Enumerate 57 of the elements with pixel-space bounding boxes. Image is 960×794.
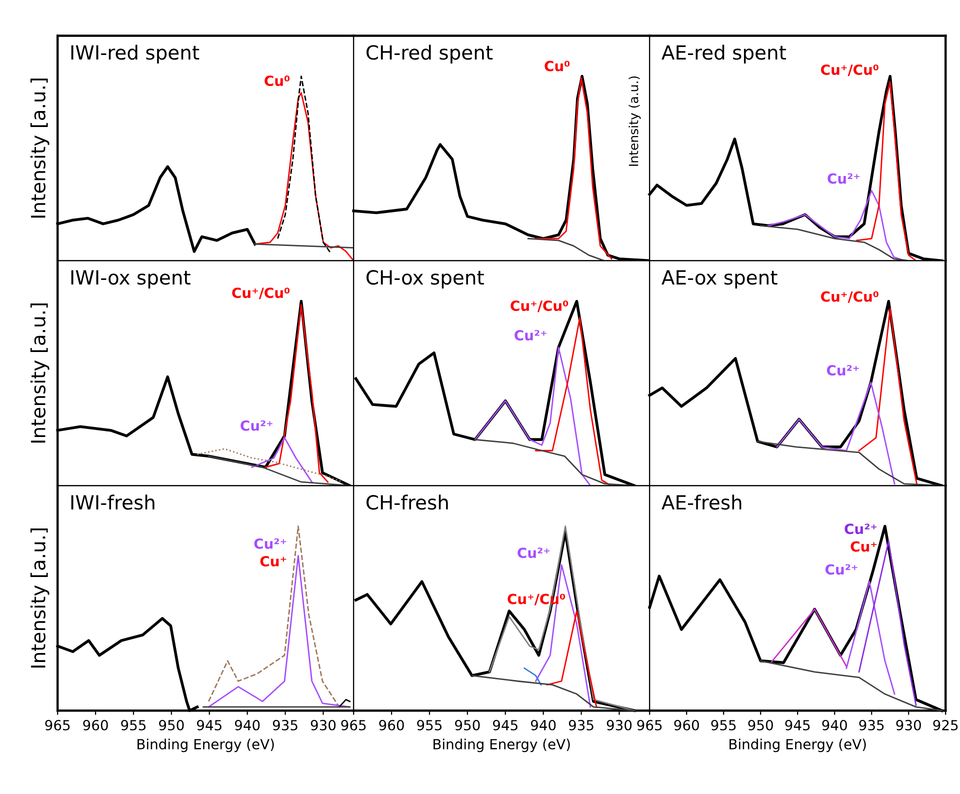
x-tick-label: 945 xyxy=(197,720,222,730)
annotation: Cu⁺ xyxy=(850,541,877,552)
y-axis-title: Intensity [a.u.] xyxy=(30,78,50,218)
series-label: Cu²⁺ xyxy=(254,538,286,549)
series-label: Cu²⁺ xyxy=(844,524,877,534)
series-label: Cu⁺/Cu⁰ xyxy=(232,288,290,300)
annotation: Cu⁺ xyxy=(260,556,286,566)
series-label: Cu²⁺ xyxy=(826,365,859,376)
chart-title: AE-red spent xyxy=(662,44,786,64)
chart-title: CH-fresh xyxy=(366,494,448,510)
x-tick-label: 935 xyxy=(568,720,594,730)
x-tick-label: 955 xyxy=(121,720,146,730)
series-label: Cu⁺/Cu⁰ xyxy=(510,300,568,312)
x-tick-label: 950 xyxy=(748,720,773,730)
x-tick-label: 945 xyxy=(493,720,518,730)
chart-title: IWI-red spent xyxy=(71,44,200,64)
x-axis-title: Binding Energy (eV) xyxy=(730,738,866,752)
series-label: Cu⁺/Cu⁰ xyxy=(821,291,878,303)
x-tick-label: 965 xyxy=(45,720,70,730)
x-tick-label: 960 xyxy=(83,720,108,730)
x-tick-label: 955 xyxy=(711,720,736,730)
x-tick-label: 950 xyxy=(159,720,184,730)
x-tick-label: 930 xyxy=(896,720,921,730)
chart-title: CH-ox spent xyxy=(366,270,484,289)
x-tick-label: 940 xyxy=(530,720,556,730)
x-tick-label: 950 xyxy=(455,720,480,730)
x-tick-label: 965 xyxy=(637,720,662,730)
chart-title: IWI-fresh xyxy=(71,494,154,510)
x-tick-label: 935 xyxy=(859,720,884,730)
y-axis-title: Intensity [a.u.] xyxy=(30,304,50,443)
x-tick-label: 965 xyxy=(341,720,366,730)
x-tick-label: 960 xyxy=(379,720,404,730)
chart-title: CH-red spent xyxy=(366,44,493,64)
series-label: Cu²⁺ xyxy=(518,548,550,558)
x-tick-label: 925 xyxy=(933,720,958,730)
chart-title: AE-fresh xyxy=(662,494,742,510)
series-label: Cu²⁺ xyxy=(825,564,858,575)
series-label: Cu⁺/Cu⁰ xyxy=(821,64,878,76)
series-label: Cu²⁺ xyxy=(514,330,546,341)
chart-title: IWI-ox spent xyxy=(71,270,190,289)
x-tick-label: 930 xyxy=(606,720,632,730)
x-tick-label: 955 xyxy=(417,720,442,730)
series-label: Cu²⁺ xyxy=(240,420,272,431)
series-label: Cu⁰ xyxy=(264,76,290,86)
y-axis-title: Intensity (a.u.) xyxy=(628,76,641,166)
x-tick-label: 940 xyxy=(822,720,847,730)
chart-title: AE-ox spent xyxy=(662,270,778,289)
x-axis-title: Binding Energy (eV) xyxy=(138,738,274,752)
x-axis-title: Binding Energy (eV) xyxy=(434,738,570,752)
x-tick-label: 945 xyxy=(785,720,810,730)
y-axis-title: Intensity [a.u.] xyxy=(30,528,50,668)
x-tick-label: 960 xyxy=(674,720,699,730)
series-label: Cu⁰ xyxy=(544,60,570,72)
series-label: Cu²⁺ xyxy=(828,173,860,184)
x-tick-label: 940 xyxy=(234,720,260,730)
x-tick-label: 935 xyxy=(272,720,298,730)
x-tick-label: 930 xyxy=(310,720,336,730)
